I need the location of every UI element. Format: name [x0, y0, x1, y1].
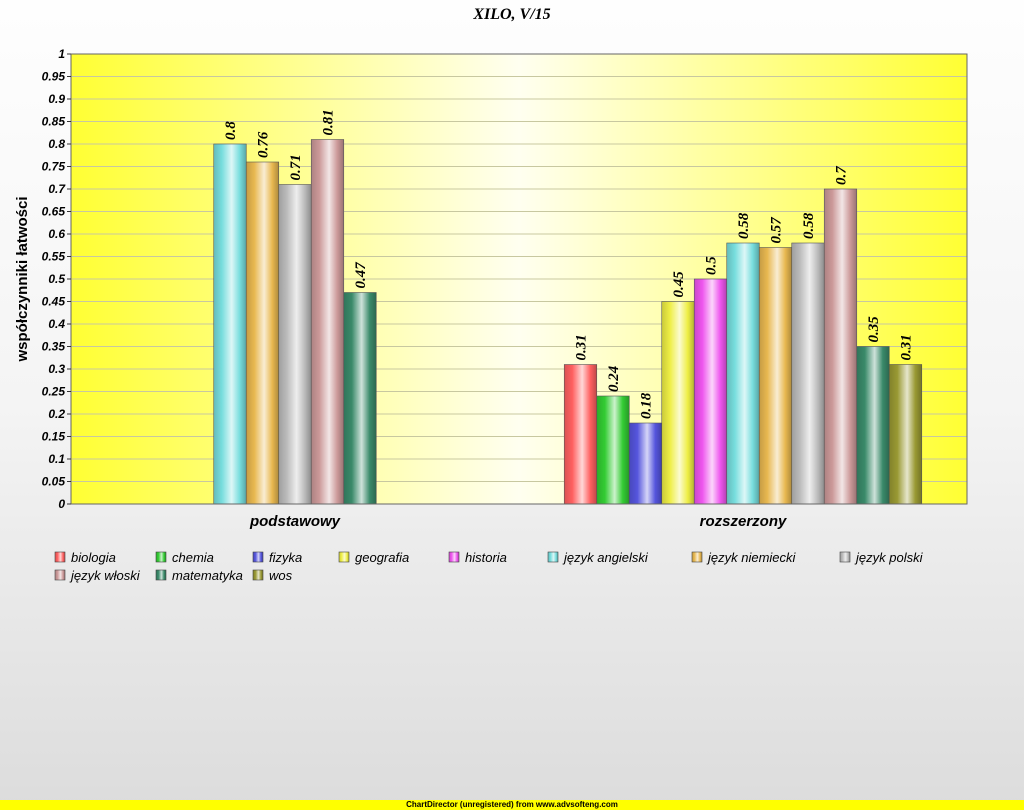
- y-tick-label: 0.05: [42, 475, 66, 489]
- bars: [213, 139, 923, 505]
- data-label: 0.47: [353, 262, 369, 289]
- data-label: 0.31: [899, 334, 915, 360]
- legend-item: matematyka: [155, 568, 243, 583]
- legend-swatch: [338, 551, 350, 563]
- y-tick-label: 0.1: [48, 452, 65, 466]
- y-tick-label: 0.6: [48, 227, 65, 241]
- y-tick-label: 0.25: [42, 385, 66, 399]
- data-label: 0.24: [606, 365, 622, 392]
- data-label: 0.31: [574, 334, 590, 360]
- bar-język-niemiecki-rozszerzony: [758, 247, 793, 505]
- legend-item: biologia: [54, 550, 116, 565]
- bar-fizyka-rozszerzony: [628, 422, 663, 505]
- legend-label: geografia: [355, 550, 409, 565]
- data-label: 0.45: [671, 271, 687, 298]
- y-tick-label: 0.35: [42, 340, 66, 354]
- data-label: 0.76: [256, 131, 272, 158]
- legend-item: historia: [448, 550, 507, 565]
- bar-język-włoski-podstawowy: [310, 139, 345, 505]
- chart-title: XILO, V/15: [472, 6, 550, 23]
- legend-swatch: [839, 551, 851, 563]
- legend-item: język włoski: [54, 568, 141, 583]
- data-label: 0.58: [801, 212, 817, 239]
- data-label: 0.81: [321, 109, 337, 135]
- y-tick-label: 0.15: [42, 430, 66, 444]
- data-labels: 0.8 0.76 0.71 0.81 0.47 0.31 0.24 0.18 0.45 0.5 0.…: [223, 109, 915, 419]
- data-label: 0.71: [288, 154, 304, 180]
- legend-swatch: [448, 551, 460, 563]
- data-label: 0.35: [866, 316, 882, 343]
- data-label: 0.18: [639, 392, 655, 419]
- bar-matematyka-podstawowy: [343, 292, 377, 505]
- bar-wos-rozszerzony: [888, 364, 923, 505]
- legend-swatch: [155, 551, 167, 563]
- data-label: 0.58: [736, 212, 752, 239]
- bar-język-polski-rozszerzony: [791, 242, 825, 505]
- legend-item: język niemiecki: [691, 550, 797, 565]
- legend-swatch: [155, 569, 167, 581]
- bar-geografia-rozszerzony: [661, 301, 695, 505]
- legend-label: chemia: [172, 550, 214, 565]
- y-tick-label: 0.65: [42, 205, 66, 219]
- y-tick-label: 0.4: [48, 317, 65, 331]
- data-label: 0.8: [223, 121, 239, 140]
- bar-język-włoski-rozszerzony: [823, 188, 858, 505]
- bar-język-polski-podstawowy: [278, 184, 312, 505]
- bar-matematyka-rozszerzony: [856, 346, 890, 505]
- y-tick-label: 0.85: [42, 115, 66, 129]
- y-tick-label: 0.8: [48, 137, 65, 151]
- legend-swatch: [252, 569, 264, 581]
- legend-item: język polski: [839, 550, 924, 565]
- bar-język-niemiecki-podstawowy: [245, 161, 280, 505]
- footer-credit: ChartDirector (unregistered) from www.ad…: [0, 800, 1024, 810]
- legend-item: wos: [252, 568, 293, 583]
- data-label: 0.5: [704, 256, 720, 275]
- y-tick-label: 0.9: [48, 92, 65, 106]
- bar-historia-rozszerzony: [693, 278, 728, 505]
- legend: biologia chemia fizyka geografia historia jęz…: [54, 550, 924, 583]
- legend-label: wos: [269, 568, 293, 583]
- bar-język-angielski-rozszerzony: [726, 242, 760, 505]
- bar-biologia-rozszerzony: [563, 364, 598, 505]
- legend-item: język angielski: [547, 550, 649, 565]
- y-tick-label: 0.75: [42, 160, 66, 174]
- legend-swatch: [252, 551, 264, 563]
- legend-label: język angielski: [562, 550, 649, 565]
- legend-label: język włoski: [69, 568, 141, 583]
- x-axis-categories: podstawowy rozszerzony: [249, 513, 787, 530]
- y-tick-label: 0.3: [48, 362, 65, 376]
- y-tick-label: 1: [58, 47, 65, 61]
- y-tick-label: 0.55: [42, 250, 66, 264]
- y-tick-label: 0: [58, 497, 65, 511]
- y-axis-ticks: 0 0.05 0.1 0.15 0.2 0.25 0.3 0.35 0.4 0.45 0.5 0.55…: [42, 47, 71, 511]
- x-category-label: rozszerzony: [700, 513, 787, 530]
- y-tick-label: 0.7: [48, 182, 66, 196]
- y-axis-label: współczynniki łatwości: [14, 196, 31, 362]
- legend-label: historia: [465, 550, 507, 565]
- legend-swatch: [547, 551, 559, 563]
- legend-swatch: [691, 551, 703, 563]
- bar-chemia-rozszerzony: [596, 395, 630, 505]
- legend-item: chemia: [155, 550, 214, 565]
- legend-label: język niemiecki: [706, 550, 797, 565]
- data-label: 0.7: [834, 166, 850, 185]
- legend-item: geografia: [338, 550, 409, 565]
- legend-label: matematyka: [172, 568, 243, 583]
- legend-label: fizyka: [269, 550, 302, 565]
- legend-swatch: [54, 569, 66, 581]
- data-label: 0.57: [769, 217, 785, 244]
- y-tick-label: 0.95: [42, 70, 66, 84]
- bar-język-angielski-podstawowy: [213, 143, 247, 505]
- x-category-label: podstawowy: [249, 513, 341, 530]
- y-tick-label: 0.5: [48, 272, 65, 286]
- legend-label: język polski: [854, 550, 924, 565]
- legend-swatch: [54, 551, 66, 563]
- legend-item: fizyka: [252, 550, 302, 565]
- y-tick-label: 0.45: [42, 295, 66, 309]
- y-tick-label: 0.2: [48, 407, 65, 421]
- legend-label: biologia: [71, 550, 116, 565]
